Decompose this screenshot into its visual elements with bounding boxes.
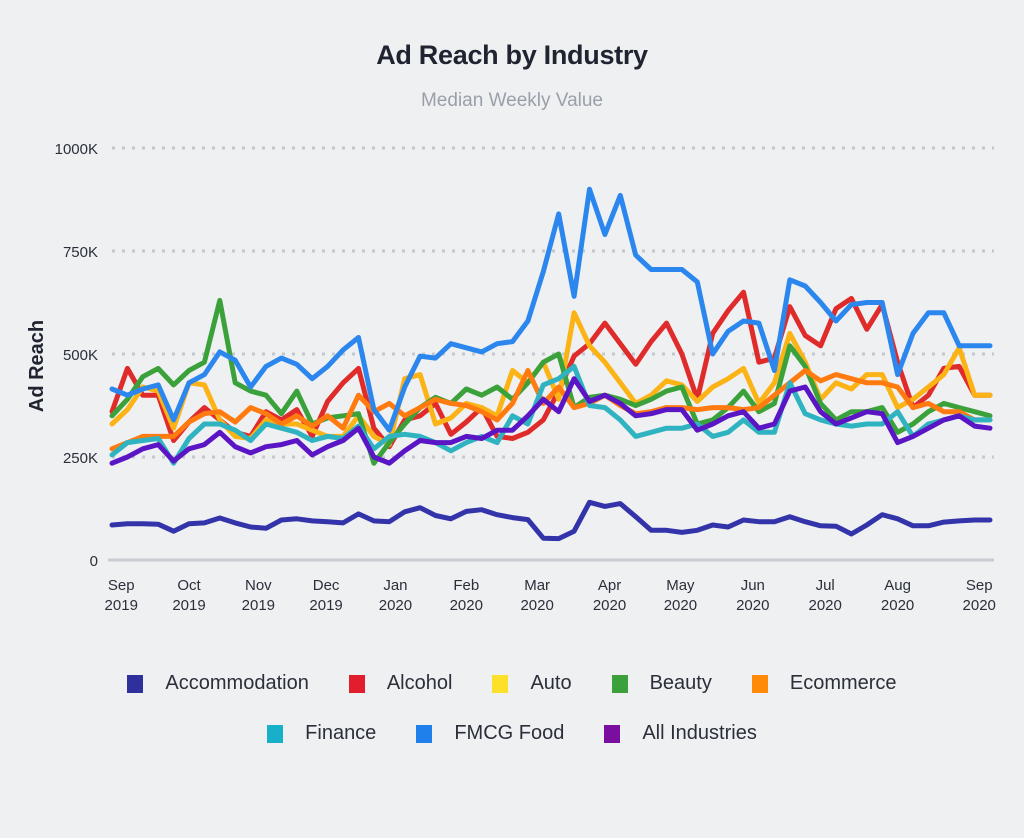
x-tick-label-month: Feb xyxy=(453,577,479,594)
legend-label: Alcohol xyxy=(386,672,453,694)
x-tick-label-year: 2019 xyxy=(309,597,342,614)
x-tick-label-month: Oct xyxy=(177,577,201,594)
series-line-all-industries xyxy=(109,376,993,466)
legend-label: Beauty xyxy=(649,672,712,694)
legend-label: All Industries xyxy=(642,722,757,744)
gridlines xyxy=(108,146,994,562)
legend-item-auto[interactable]: Auto xyxy=(492,672,572,695)
y-axis-label: Ad Reach xyxy=(26,320,48,412)
legend-swatch xyxy=(611,674,628,693)
legend-swatch xyxy=(604,724,621,743)
legend-label: Finance xyxy=(305,722,377,744)
series-line-finance xyxy=(109,363,993,466)
x-tick-label-year: 2020 xyxy=(808,597,841,614)
chart-subtitle: Median Weekly Value xyxy=(420,90,603,111)
legend-item-beauty[interactable]: Beauty xyxy=(611,672,712,695)
legend-label: FMCG Food xyxy=(454,722,565,744)
legend-row-2: Finance FMCG Food All Industries xyxy=(0,722,1024,745)
legend-item-accommodation[interactable]: Accommodation xyxy=(127,672,309,695)
y-tick-label: 500K xyxy=(63,347,98,364)
legend-swatch xyxy=(348,674,365,693)
chart-title: Ad Reach by Industry xyxy=(376,40,648,70)
legend-swatch xyxy=(416,724,433,743)
y-tick-label: 1000K xyxy=(55,141,98,158)
x-tick-label-month: Jun xyxy=(741,577,765,594)
legend-swatch xyxy=(127,674,144,693)
x-axis-ticks: Sep 2019 Oct 2019 Nov 2019 Dec 2019 Jan 2020 Feb 20… xyxy=(105,577,996,614)
series-line-fmcg-food xyxy=(109,186,993,433)
x-tick-label-year: 2019 xyxy=(105,597,138,614)
legend-item-all-industries[interactable]: All Industries xyxy=(604,722,757,745)
x-tick-label-month: Sep xyxy=(108,577,135,594)
x-tick-label-month: Aug xyxy=(884,577,911,594)
x-tick-label-month: Jul xyxy=(816,577,835,594)
series-line-accommodation xyxy=(109,499,993,542)
x-tick-label-year: 2020 xyxy=(736,597,769,614)
x-tick-label-month: May xyxy=(666,577,695,594)
x-tick-label-year: 2019 xyxy=(242,597,275,614)
legend-row-1: Accommodation Alcohol Auto Beauty Ecomme… xyxy=(0,672,1024,695)
legend-label: Ecommerce xyxy=(789,672,897,694)
x-tick-label-year: 2020 xyxy=(881,597,914,614)
legend-item-fmcg-food[interactable]: FMCG Food xyxy=(416,722,564,745)
legend-item-finance[interactable]: Finance xyxy=(267,722,376,745)
x-tick-label-year: 2020 xyxy=(379,597,412,614)
x-tick-label-month: Sep xyxy=(966,577,993,594)
x-tick-label-month: Apr xyxy=(598,577,621,594)
series-line-ecommerce xyxy=(109,368,993,452)
x-tick-label-year: 2020 xyxy=(450,597,483,614)
x-tick-label-year: 2019 xyxy=(172,597,205,614)
x-tick-label-month: Mar xyxy=(524,577,550,594)
legend-swatch xyxy=(267,724,284,743)
x-tick-label-year: 2020 xyxy=(593,597,626,614)
legend-swatch xyxy=(751,674,768,693)
y-tick-label: 750K xyxy=(63,244,98,261)
x-tick-label-year: 2020 xyxy=(520,597,553,614)
legend-label: Auto xyxy=(530,672,572,694)
series-line-beauty xyxy=(109,297,993,466)
y-tick-label: 250K xyxy=(63,450,98,467)
x-tick-label-month: Jan xyxy=(383,577,407,594)
x-tick-label-month: Nov xyxy=(245,577,272,594)
x-tick-label-year: 2020 xyxy=(963,597,996,614)
legend-swatch xyxy=(492,674,509,693)
series-lines xyxy=(109,186,993,542)
legend-label: Accommodation xyxy=(165,672,309,694)
legend-item-ecommerce[interactable]: Ecommerce xyxy=(751,672,897,695)
y-axis-ticks: 0 250K 500K 750K 1000K xyxy=(55,141,98,570)
y-tick-label: 0 xyxy=(90,553,98,570)
x-tick-label-year: 2020 xyxy=(664,597,697,614)
x-tick-label-month: Dec xyxy=(313,577,340,594)
legend-item-alcohol[interactable]: Alcohol xyxy=(348,672,453,695)
